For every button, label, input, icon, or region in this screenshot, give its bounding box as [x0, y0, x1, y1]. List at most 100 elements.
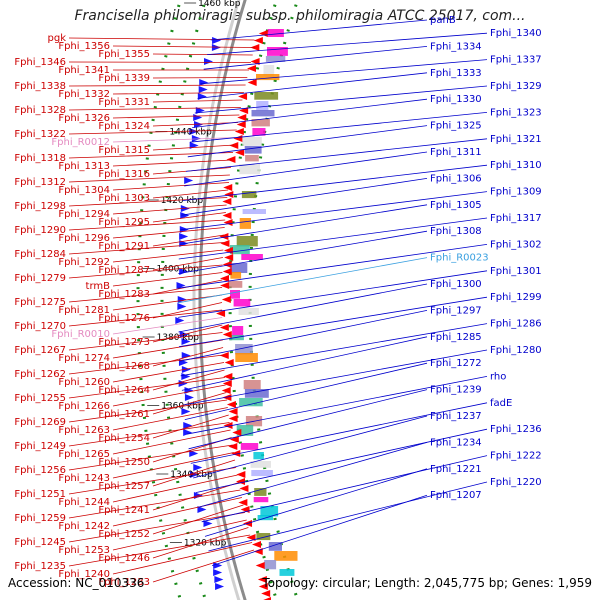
gene-leader-line	[68, 354, 224, 375]
accession-text: Accession: NC_010336	[8, 576, 145, 590]
reverse-gene-arrow	[246, 534, 256, 541]
gene-label: Fphi_1328	[14, 105, 66, 116]
gene-label: Fphi_1281	[58, 305, 110, 316]
feature-block	[250, 461, 271, 468]
position-label: 1340 kbp	[170, 470, 213, 480]
gene-label: Fphi_1263	[58, 425, 110, 436]
gene-label: Fphi_1334	[430, 41, 482, 52]
reverse-gene-arrow	[224, 359, 234, 366]
gene-leader-line	[200, 59, 488, 85]
gene-leader-line	[178, 270, 488, 318]
gene-leader-line	[197, 72, 428, 99]
feature-block	[245, 155, 259, 162]
genome-summary-text: Topology: circular; Length: 2,045,775 bp…	[262, 576, 592, 590]
gene-leader-line	[152, 99, 243, 103]
reverse-gene-arrow	[247, 79, 257, 86]
forward-gene-arrow	[189, 450, 199, 457]
reverse-gene-arrow	[222, 212, 232, 219]
gene-label: Fphi_1321	[490, 134, 542, 145]
gene-leader-line	[112, 294, 223, 311]
feature-block	[254, 488, 267, 496]
gene-label: Fphi_1241	[98, 505, 150, 516]
gene-leader-line	[208, 481, 488, 552]
gene-leader-line	[179, 204, 428, 245]
backbone-ring	[198, 0, 247, 600]
gene-label: Fphi_1300	[430, 279, 482, 290]
gene-leader-line	[112, 474, 238, 503]
reverse-gene-arrow	[229, 142, 239, 149]
feature-block	[253, 497, 269, 503]
gene-leader-line	[68, 467, 237, 495]
feature-block	[236, 425, 254, 436]
gene-leader-line	[152, 392, 227, 415]
gene-label: Fphi_1338	[14, 81, 66, 92]
gene-label: Fphi_1267	[14, 345, 66, 356]
gene-label: Fphi_1284	[14, 249, 66, 260]
feature-block	[253, 452, 264, 460]
forward-gene-arrow	[189, 128, 199, 135]
gene-label: Fphi_1233	[98, 577, 150, 588]
gene-leader-line	[201, 455, 488, 523]
gene-leader-line	[180, 323, 488, 377]
reverse-gene-arrow	[233, 135, 243, 142]
feature-block	[229, 263, 248, 273]
gene-label: Fphi_1268	[98, 361, 150, 372]
forward-gene-arrow	[197, 506, 207, 513]
gene-leader-line	[152, 549, 255, 583]
gene-label: Fphi_1239	[430, 385, 482, 396]
gene-leader-line	[184, 151, 428, 187]
gene-label: Fphi_1286	[490, 319, 542, 330]
gene-label: Fphi_1296	[58, 233, 110, 244]
feature-block	[239, 164, 260, 175]
reverse-gene-arrow	[232, 429, 242, 436]
gene-leader-line	[190, 402, 488, 464]
reverse-gene-arrow	[226, 156, 236, 163]
gene-leader-line	[68, 61, 251, 63]
gene-label: Fphi_1297	[430, 305, 482, 316]
gene-label: Fphi_1274	[58, 353, 110, 364]
gene-leader-line	[193, 415, 428, 479]
gene-label: pgk	[48, 33, 67, 44]
gene-leader-line	[180, 191, 488, 231]
gene-leader-line	[186, 376, 488, 435]
reverse-gene-arrow	[228, 443, 238, 450]
gene-label: Fphi_1329	[490, 81, 542, 92]
gene-label: Fphi_1283	[98, 289, 150, 300]
reverse-gene-arrow	[226, 401, 236, 408]
reverse-gene-arrow	[238, 499, 248, 506]
gene-label: Fphi_1221	[430, 464, 482, 475]
feature-block	[244, 146, 262, 154]
gene-leader-line	[178, 244, 488, 289]
gene-label: Fphi_1290	[14, 225, 66, 236]
forward-gene-arrow	[183, 422, 193, 429]
gene-label: Fphi_1254	[98, 433, 150, 444]
gene-label: Fphi_1326	[58, 113, 110, 124]
gene-leader-line	[183, 349, 488, 406]
gene-leader-line	[68, 287, 223, 303]
gene-label: Fphi_1245	[14, 537, 66, 548]
gene-label: Fphi_1237	[430, 411, 482, 422]
reverse-gene-arrow	[221, 296, 231, 303]
reverse-gene-arrow	[219, 275, 229, 282]
forward-gene-arrow	[212, 37, 222, 44]
gene-label: Fphi_1340	[490, 28, 542, 39]
reverse-gene-arrow	[239, 485, 249, 492]
gene-leader-line	[207, 32, 488, 55]
gene-leader-line	[68, 107, 241, 111]
gene-leader-line	[177, 257, 428, 304]
reverse-gene-arrow	[235, 149, 245, 156]
gene-leader-line	[179, 310, 428, 362]
gene-label: Fphi_1280	[490, 345, 542, 356]
forward-gene-arrow	[193, 114, 203, 121]
forward-gene-arrow	[179, 233, 189, 240]
gene-leader-line	[68, 37, 257, 41]
feature-block	[263, 65, 275, 76]
gene-label: Fphi_1256	[14, 465, 66, 476]
gene-label: Fphi_1333	[430, 68, 482, 79]
gene-label: Fphi_1315	[98, 145, 150, 156]
gene-label: Fphi_1318	[14, 153, 66, 164]
gene-label: Fphi_1244	[58, 497, 110, 508]
gene-leader-line	[211, 494, 428, 566]
feature-block	[243, 380, 261, 390]
